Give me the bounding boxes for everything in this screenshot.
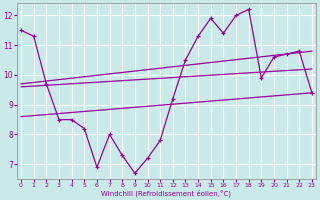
X-axis label: Windchill (Refroidissement éolien,°C): Windchill (Refroidissement éolien,°C) (101, 189, 231, 197)
